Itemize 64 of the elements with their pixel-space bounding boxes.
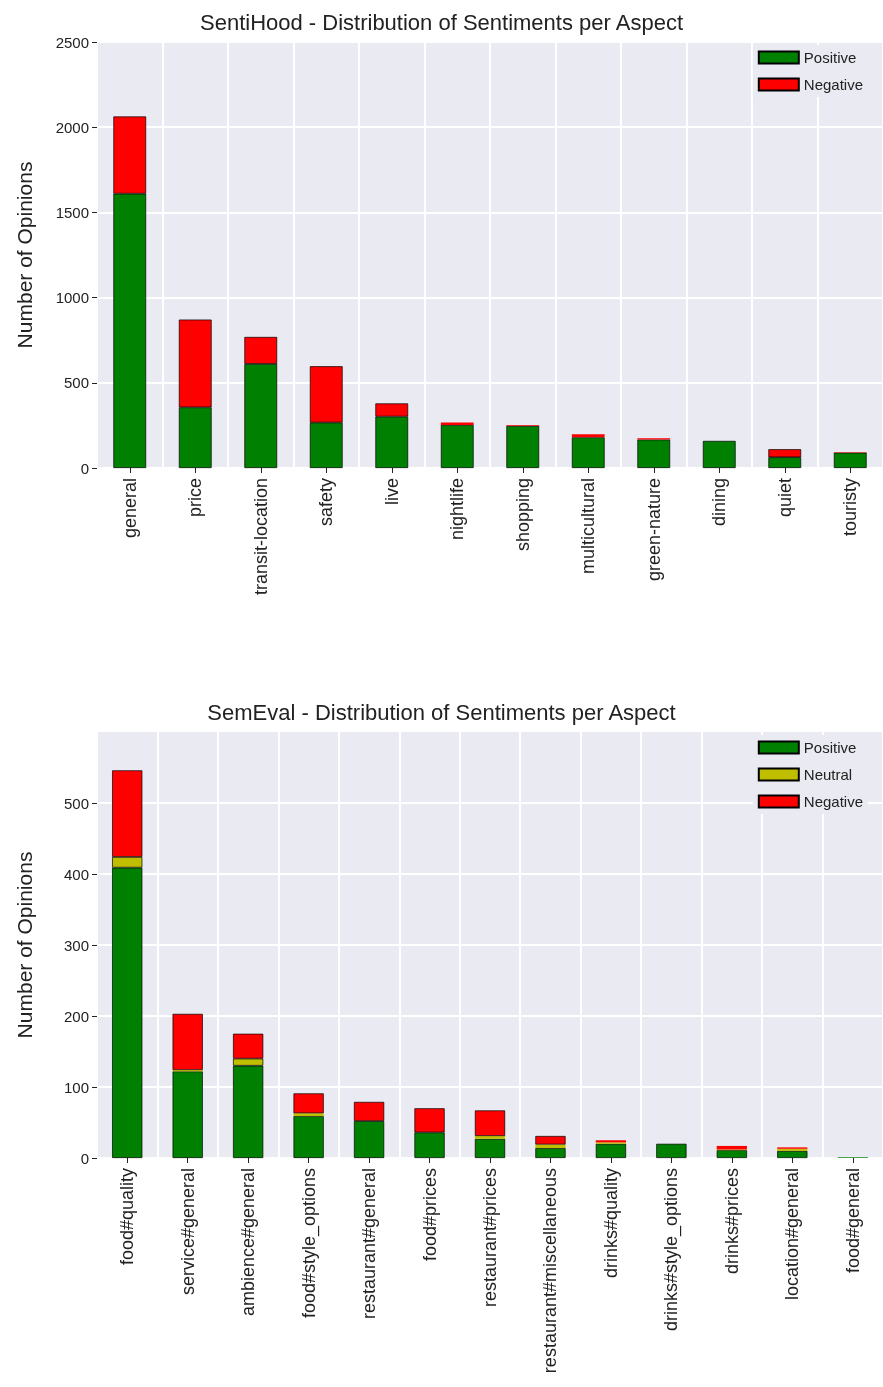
x-tick-label: shopping (512, 478, 533, 552)
y-tick-label: 400 (63, 865, 89, 883)
x-tick-label: service#general (177, 1168, 198, 1296)
x-tick-label: safety (316, 478, 337, 527)
x-tick-label: nightlife (447, 478, 468, 541)
x-tick-label: food#quality (117, 1168, 138, 1266)
chart-title: SentiHood - Distribution of Sentiments per Aspect (199, 9, 684, 35)
y-tick-label: 500 (63, 794, 89, 812)
x-tick-label: multicultural (578, 478, 599, 575)
x-tick-label: ambience#general (238, 1168, 259, 1317)
bar (535, 1148, 566, 1158)
bar (506, 425, 540, 468)
y-tick-label: 500 (63, 374, 89, 392)
bar (293, 1093, 324, 1114)
x-tick-label: drinks#style_options (661, 1168, 683, 1332)
x-tick-label: restaurant#prices (480, 1168, 500, 1308)
bar (474, 1135, 506, 1139)
legend-label: Positive (803, 49, 857, 66)
x-tick-label: drinks#quality (600, 1168, 621, 1279)
y-tick-label: 1500 (55, 203, 89, 221)
y-tick-label: 1000 (55, 289, 89, 307)
y-tick-label: 200 (63, 1007, 89, 1025)
x-tick-label: price (185, 478, 206, 518)
chart-title: SemEval - Distribution of Sentiments per Aspect (207, 699, 676, 725)
x-tick-label: restaurant#miscellaneous (540, 1168, 561, 1374)
bar (833, 452, 867, 468)
bar (571, 434, 605, 438)
bar (440, 424, 474, 468)
x-tick-label: drinks#prices (721, 1168, 742, 1275)
bar (535, 1135, 566, 1145)
x-tick-label: restaurant#general (359, 1168, 380, 1320)
y-axis-title: Number of Opinions (13, 851, 36, 1039)
y-axis-title: Number of Opinions (13, 161, 36, 349)
x-tick-label: quiet (774, 478, 795, 518)
y-tick-label: 2000 (55, 118, 89, 136)
x-tick-label: live (381, 478, 402, 506)
bar (293, 1116, 324, 1158)
legend-label: Negative (803, 76, 863, 93)
legend-label: Neutral (803, 766, 853, 783)
y-tick-label: 300 (63, 936, 89, 954)
x-tick-label: food#style_options (298, 1168, 320, 1319)
x-tick-label: green-nature (643, 478, 664, 582)
x-tick-label: transit-location (250, 478, 271, 596)
y-tick-label: 0 (80, 459, 89, 477)
bar (716, 1150, 747, 1158)
y-tick-label: 0 (80, 1149, 89, 1167)
bar (777, 1150, 808, 1158)
bar (656, 1143, 687, 1158)
bar (474, 1110, 506, 1136)
x-tick-label: dining (709, 478, 730, 527)
bar (702, 440, 736, 468)
x-tick-label: food#prices (419, 1168, 440, 1262)
x-tick-label: touristy (840, 478, 861, 537)
legend-label: Positive (803, 739, 857, 756)
y-tick-label: 2500 (55, 33, 89, 51)
legend-label: Negative (803, 793, 863, 810)
y-tick-label: 100 (63, 1078, 89, 1096)
x-tick-label: general (119, 478, 140, 539)
x-tick-label: location#general (782, 1168, 803, 1301)
bar (571, 437, 605, 468)
x-tick-label: food#general (842, 1168, 863, 1274)
bar (474, 1138, 506, 1158)
bar (637, 439, 671, 468)
bar (595, 1143, 627, 1158)
